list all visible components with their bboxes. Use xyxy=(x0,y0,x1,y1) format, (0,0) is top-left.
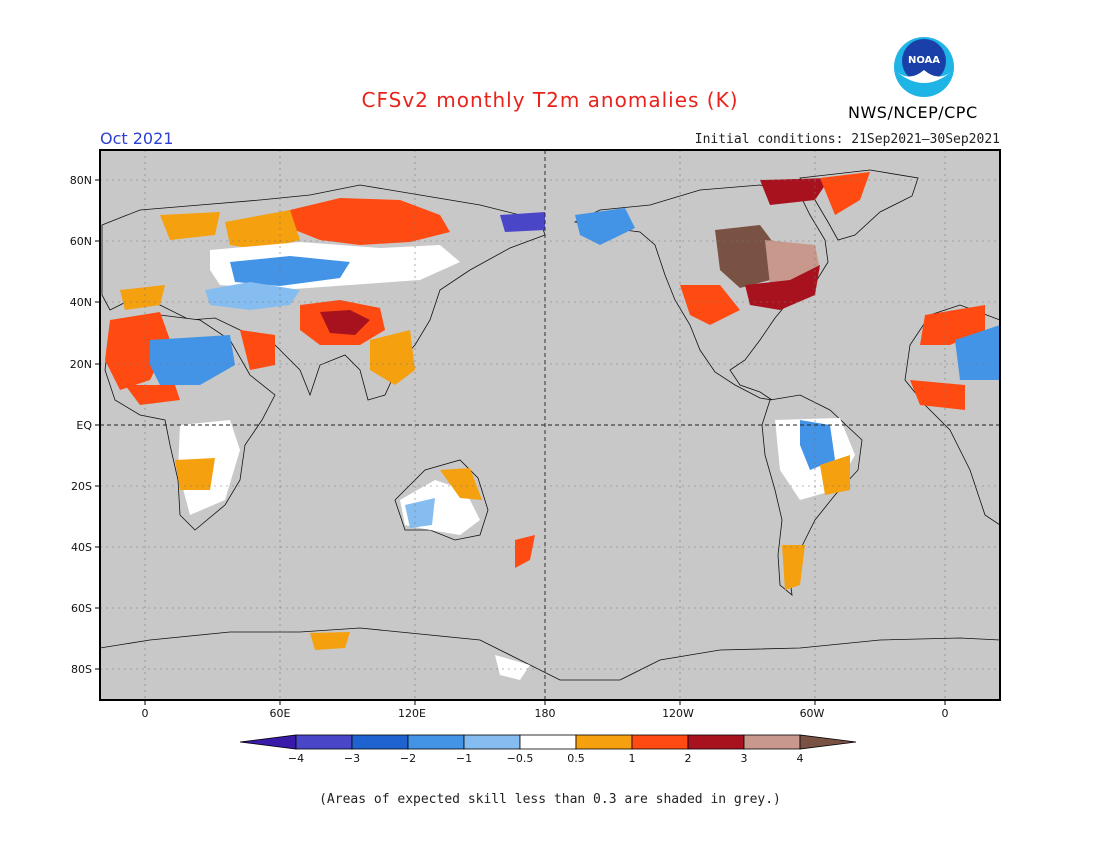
anomaly-west-us-warm xyxy=(680,285,740,325)
lat-label: 60S xyxy=(71,602,92,615)
colorbar-extend-low xyxy=(239,734,297,750)
anomaly-west-australia-cool xyxy=(405,498,435,528)
eurasia xyxy=(101,184,546,401)
colorbar-extend-high xyxy=(799,734,857,750)
colorbar-tick-label: 0.5 xyxy=(567,752,585,765)
colorbar-box xyxy=(351,734,409,750)
lon-label: 0 xyxy=(942,707,949,720)
colorbar-box xyxy=(743,734,801,750)
anomaly-china-warm xyxy=(370,330,415,385)
lon-label: 120W xyxy=(662,707,694,720)
anomaly-arctic-canada-hot xyxy=(760,178,830,205)
colorbar xyxy=(239,734,857,750)
lat-label: 40S xyxy=(71,541,92,554)
lon-label: 120E xyxy=(398,707,426,720)
lon-label: 180 xyxy=(535,707,556,720)
colorbar-box xyxy=(295,734,353,750)
anomaly-sahara-cool xyxy=(150,335,235,385)
anomaly-north-australia-warm xyxy=(440,468,482,500)
anomaly-scandinavia-warm xyxy=(160,212,220,240)
colorbar-labels: −4 −3 −2 −1 −0.5 0.5 1 2 3 4 xyxy=(288,752,804,765)
colorbar-tick-label: 2 xyxy=(685,752,692,765)
valid-month: Oct 2021 xyxy=(100,129,174,148)
lon-label: 60E xyxy=(270,707,291,720)
anomaly-antarctica-warm xyxy=(310,632,350,650)
colorbar-tick-label: −0.5 xyxy=(507,752,534,765)
anomaly-greenland-warm xyxy=(820,172,870,215)
colorbar-box xyxy=(687,734,745,750)
colorbar-box xyxy=(407,734,465,750)
lat-labels: 80N 60N 40N 20N EQ 20S 40S 60S 80S xyxy=(70,174,93,676)
lat-label: 80S xyxy=(71,663,92,676)
anomaly-brazil-cool xyxy=(800,420,835,470)
colorbar-tick-label: −3 xyxy=(344,752,360,765)
noaa-logo: NOAA xyxy=(893,36,955,98)
anomaly-right-west-africa-warm xyxy=(920,305,985,345)
anomaly-chukotka-cold xyxy=(500,212,545,232)
lat-label: EQ xyxy=(76,419,92,432)
skill-footnote: (Areas of expected skill less than 0.3 a… xyxy=(319,792,781,807)
reference-lines xyxy=(100,150,1000,700)
anomaly-ross-neutral xyxy=(495,655,530,680)
colorbar-tick-label: 3 xyxy=(741,752,748,765)
lon-labels: 0 60E 120E 180 120W 60W 0 xyxy=(142,707,949,720)
colorbar-tick-label: −2 xyxy=(400,752,416,765)
anomaly-right-sahara-cool xyxy=(955,325,1000,380)
anomaly-right-sahel-warm xyxy=(910,380,965,410)
anomaly-iberia-warm xyxy=(120,285,165,310)
anomaly-alaska-cool xyxy=(575,208,635,245)
lon-label: 0 xyxy=(142,707,149,720)
agency-label: NWS/NCEP/CPC xyxy=(848,103,978,122)
anomaly-patagonia-warm xyxy=(782,545,805,590)
lat-label: 20N xyxy=(70,358,92,371)
anomaly-northeast-us-hot xyxy=(745,265,820,310)
colorbar-tick-label: 1 xyxy=(629,752,636,765)
lat-label: 60N xyxy=(70,235,92,248)
anomaly-tibet-hot xyxy=(320,310,370,335)
lat-label: 40N xyxy=(70,296,92,309)
colorbar-box xyxy=(463,734,521,750)
colorbar-box xyxy=(575,734,633,750)
anomaly-sahel-warm xyxy=(125,385,180,405)
lat-label: 80N xyxy=(70,174,92,187)
anomaly-east-brazil-warm xyxy=(820,455,850,495)
anomaly-south-africa-warm xyxy=(175,458,215,490)
colorbar-box xyxy=(631,734,689,750)
colorbar-tick-label: −4 xyxy=(288,752,304,765)
chart-title: CFSv2 monthly T2m anomalies (K) xyxy=(361,88,739,112)
anomaly-layer xyxy=(105,172,1000,680)
logo-text: NOAA xyxy=(908,55,940,66)
colorbar-tick-label: −1 xyxy=(456,752,472,765)
anomaly-arabia-warm xyxy=(240,330,275,370)
colorbar-tick-label: 4 xyxy=(797,752,804,765)
axis-ticks xyxy=(95,179,946,705)
graticule xyxy=(100,150,1000,700)
lon-label: 60W xyxy=(800,707,825,720)
anomaly-siberia-warm xyxy=(290,198,450,245)
lat-label: 20S xyxy=(71,480,92,493)
colorbar-box xyxy=(519,734,577,750)
anomaly-west-russia xyxy=(225,210,300,250)
anomaly-caspian-cool xyxy=(205,282,300,310)
initial-conditions: Initial conditions: 21Sep2021–30Sep2021 xyxy=(694,132,1000,147)
anomaly-new-zealand-warm xyxy=(515,535,535,568)
anomaly-kazakh-cool xyxy=(230,256,350,286)
